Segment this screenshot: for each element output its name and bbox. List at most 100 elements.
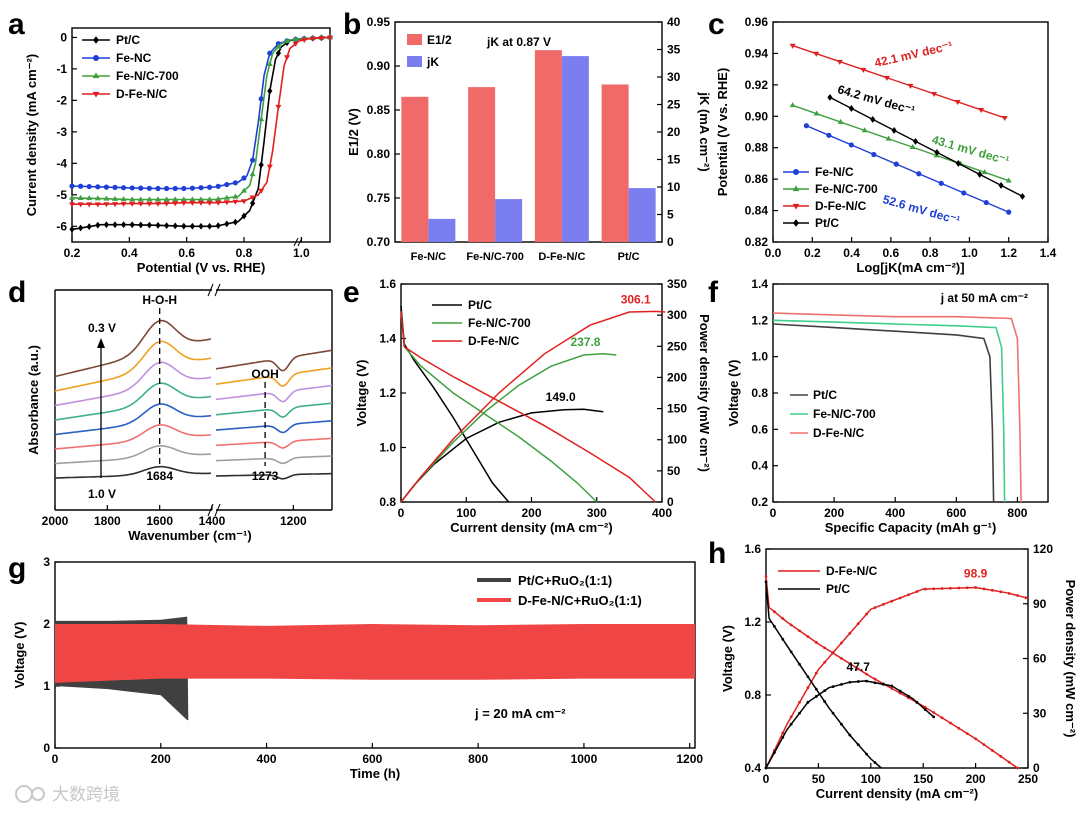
slope-annotation: 43.1 mV dec⁻¹ (930, 132, 1010, 167)
data-point (129, 201, 136, 207)
y-tick-label: 0 (60, 30, 67, 44)
y-tick-label: 0.86 (745, 172, 769, 186)
data-point (814, 687, 818, 691)
legend-label: D-Fe-N/C (468, 334, 520, 348)
data-point (318, 36, 325, 42)
y-tick-label: 1.4 (751, 277, 768, 291)
y-right-tick-label: 15 (667, 153, 681, 167)
voltage-curve-d-fe-n-c (400, 311, 657, 503)
y-tick-label: 1.0 (379, 441, 396, 455)
x-tick-label: 1800 (94, 514, 121, 528)
data-point (949, 721, 952, 725)
data-point (831, 685, 835, 689)
data-point (837, 118, 844, 124)
data-point (189, 200, 196, 206)
watermark-text: 大数跨境 (52, 785, 120, 805)
data-point (275, 104, 282, 110)
series-fe-n-c-700: Fe-N/C-700 (69, 34, 333, 202)
x-tick-label: 1.2 (1000, 246, 1017, 260)
y-tick-label: 3 (43, 555, 50, 569)
data-point (224, 220, 230, 228)
legend-label: Pt/C (813, 388, 837, 402)
x-tick-label: 0 (52, 752, 59, 766)
data-point (223, 194, 230, 200)
data-point (907, 593, 910, 597)
legend-swatch (407, 56, 422, 67)
data-point (1005, 177, 1012, 183)
panel-g-cycling-chart: 0 200 400 600 800 1000 1200 0 1 2 3 Time (h) Voltage… (12, 555, 703, 781)
x-tick-label: 0 (770, 506, 777, 520)
x-tick-label: 2000 (42, 514, 69, 528)
spectrum-line (54, 319, 212, 378)
y-right-tick-label: 20 (667, 125, 681, 139)
data-point (1007, 760, 1011, 764)
y-axis-label: Voltage (V) (12, 622, 27, 689)
data-point (198, 200, 204, 206)
x-tick-label: 400 (885, 506, 905, 520)
plot-frame (71, 27, 331, 243)
x-tick-label: 250 (1018, 772, 1038, 786)
data-point (241, 199, 247, 205)
y-tick-label: 1.4 (379, 332, 396, 346)
data-point (848, 680, 852, 684)
y-tick-label: 0.4 (751, 459, 768, 473)
data-point (990, 749, 994, 752)
data-point (172, 222, 178, 230)
data-point (789, 43, 796, 49)
voltage-curve-pt-c (765, 581, 882, 769)
y-right-tick-label: 350 (667, 277, 687, 291)
panel-d-ir-spectra: 2000 1800 1600 1400 1200 Wavenumber (cm⁻¹) Abs… (26, 283, 333, 543)
series-fe-n-c-700: Fe-N/C-700 (400, 311, 617, 503)
y-tick-label: 0.84 (745, 204, 769, 218)
x-tick-label: 200 (151, 752, 171, 766)
legend-marker (792, 185, 800, 192)
voltage-band-d-fe-n-c-ruo-1-1 (55, 624, 695, 683)
peak-value-label: 47.7 (847, 660, 871, 674)
x-tick-label: 600 (362, 752, 382, 766)
spectrum-line (215, 367, 333, 387)
data-point (137, 196, 144, 202)
data-point (155, 201, 161, 207)
category-label: Fe-N/C-700 (466, 251, 523, 263)
y-axis-label: Absorbance (a.u.) (26, 345, 41, 455)
data-point (883, 75, 890, 81)
spectrum-line (215, 349, 333, 372)
legend-label: Pt/C (116, 33, 140, 47)
y-tick-label: -3 (56, 125, 67, 139)
series-fe-n-c: Fe-N/C (783, 123, 1012, 215)
data-point (806, 635, 810, 638)
data-point (284, 55, 290, 61)
legend-label: D-Fe-N/C (826, 564, 878, 578)
y-tick-label: 1.6 (744, 542, 761, 556)
data-point (806, 675, 810, 679)
data-point (789, 722, 793, 726)
data-point (301, 37, 308, 43)
y-tick-label: 0.75 (367, 191, 391, 205)
slope-annotation: 52.6 mV dec⁻¹ (881, 192, 961, 227)
data-point (137, 201, 144, 207)
panel-letter-b: b (343, 8, 361, 41)
spectrum-line (54, 340, 212, 392)
data-point (266, 164, 273, 170)
x-tick-label: 0.0 (765, 246, 782, 260)
spectrum-line (215, 437, 333, 449)
data-point (840, 641, 843, 645)
axis-break-mark (214, 503, 221, 517)
plot-frame (765, 548, 1029, 769)
data-point (974, 737, 977, 741)
voltage-curve-pt-c (400, 305, 510, 503)
data-point (250, 199, 256, 207)
data-point (890, 684, 894, 688)
data-point (764, 766, 768, 770)
series-d-fe-n-c: D-Fe-N/C (764, 564, 1029, 770)
spectrum-line (54, 444, 212, 465)
data-point (103, 202, 110, 208)
y-axis-label: E1/2 (V) (346, 108, 361, 156)
x-tick-label: 0.2 (64, 246, 81, 260)
y-tick-label: 0.96 (745, 15, 769, 29)
x-axis-label: Wavenumber (cm⁻¹) (128, 528, 251, 543)
data-point (885, 135, 892, 141)
axis-break-mark (214, 283, 221, 297)
condition-annotation: j = 20 mA cm⁻² (474, 706, 566, 721)
data-point (789, 102, 796, 108)
